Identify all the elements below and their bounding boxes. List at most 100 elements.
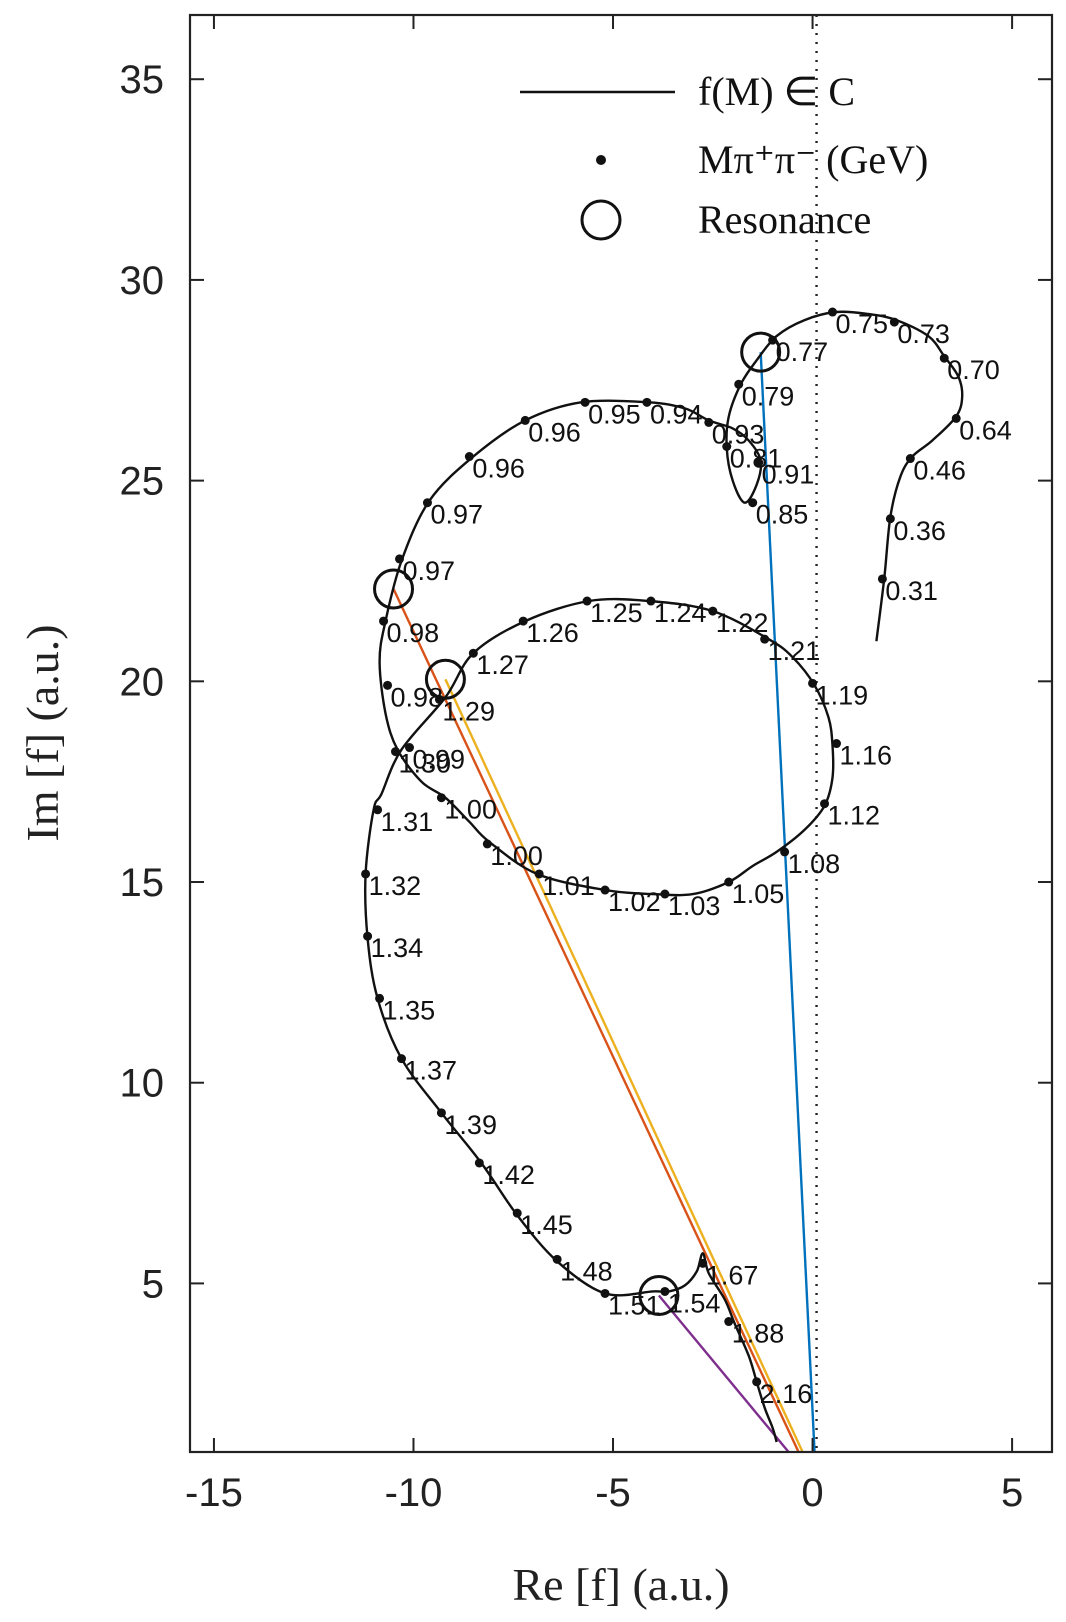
data-point-label: 0.70 xyxy=(947,355,1000,385)
data-point xyxy=(832,739,841,749)
data-point xyxy=(951,413,961,423)
data-point xyxy=(582,596,592,606)
legend-label: Resonance xyxy=(698,197,871,242)
data-point-label: 1.19 xyxy=(816,680,869,710)
data-point-label: 0.98 xyxy=(391,682,444,712)
data-point-label: 1.01 xyxy=(542,871,595,901)
legend-label: Mπ⁺π⁻ (GeV) xyxy=(698,137,928,182)
y-tick-label: 25 xyxy=(120,460,165,504)
y-tick-label: 20 xyxy=(120,660,165,704)
data-point-label: 0.94 xyxy=(650,399,703,429)
axis-ticks: -15 -10 -5 0 5 5 10 15 20 25 30 35 xyxy=(120,15,1052,1515)
data-point xyxy=(436,1108,446,1118)
data-point xyxy=(361,869,371,879)
data-point-label: 0.85 xyxy=(756,500,809,530)
data-point xyxy=(518,616,528,626)
data-point-label: 1.35 xyxy=(383,995,436,1025)
data-point xyxy=(724,1317,734,1327)
x-tick-label: 5 xyxy=(1001,1471,1023,1515)
data-point xyxy=(534,869,544,879)
resonance-marker-1 xyxy=(373,568,415,610)
data-point xyxy=(760,634,770,644)
data-point-label: 1.12 xyxy=(828,801,881,831)
legend-label: f(M) ∈ C xyxy=(698,69,855,114)
data-point xyxy=(512,1208,522,1218)
y-tick-label: 30 xyxy=(120,259,165,303)
data-point xyxy=(780,847,790,857)
legend-dot-swatch xyxy=(596,155,606,165)
resonance-marker-3 xyxy=(638,1274,680,1316)
data-point xyxy=(600,1288,610,1298)
plot-frame xyxy=(188,13,1054,1454)
data-point-label: 0.46 xyxy=(913,456,966,486)
data-point-label: 1.02 xyxy=(608,887,661,917)
data-point-label: 0.81 xyxy=(730,444,783,474)
data-point xyxy=(660,1286,670,1296)
data-point-label: 1.42 xyxy=(482,1160,535,1190)
data-point xyxy=(474,1158,484,1168)
data-point xyxy=(395,554,405,564)
data-point xyxy=(752,1377,762,1387)
data-point xyxy=(889,317,899,327)
data-point-label: 0.98 xyxy=(387,618,440,648)
data-point xyxy=(724,877,734,887)
data-point-label: 0.75 xyxy=(836,309,889,339)
data-point xyxy=(939,353,949,363)
data-point-label: 1.08 xyxy=(788,849,841,879)
data-point xyxy=(391,747,401,757)
resonance-marker-2 xyxy=(424,658,466,700)
data-point-label: 1.30 xyxy=(399,749,452,779)
y-axis-label: Im [f] (a.u.) xyxy=(17,624,68,841)
x-tick-label: -5 xyxy=(595,1471,631,1515)
data-point xyxy=(552,1254,562,1264)
data-point-label: 1.05 xyxy=(732,879,785,909)
legend: f(M) ∈ C Mπ⁺π⁻ (GeV) Resonance xyxy=(520,69,928,242)
data-point xyxy=(754,458,764,468)
data-point-label: 2.16 xyxy=(760,1379,813,1409)
data-point xyxy=(464,452,474,462)
y-tick-label: 35 xyxy=(120,58,165,102)
resonance-markers xyxy=(373,331,782,1316)
data-point xyxy=(580,397,590,407)
data-point xyxy=(383,680,393,690)
data-point-label: 0.73 xyxy=(897,319,950,349)
legend-circle-swatch xyxy=(580,199,622,241)
data-point xyxy=(600,885,610,895)
y-tick-label: 15 xyxy=(120,861,165,905)
data-point xyxy=(379,616,389,626)
data-point xyxy=(877,574,887,584)
data-point-label: 0.99 xyxy=(412,745,465,775)
resonance-lines xyxy=(392,352,816,1453)
resonance-line-2 xyxy=(444,678,804,1453)
data-point-label: 0.95 xyxy=(588,399,641,429)
data-point-label: 1.51 xyxy=(608,1290,661,1320)
data-point-label: 1.34 xyxy=(371,933,424,963)
data-point-label: 1.26 xyxy=(526,618,579,648)
data-point-label: 0.91 xyxy=(762,460,815,490)
plot-area xyxy=(190,15,1052,1452)
x-tick-label: -10 xyxy=(385,1471,443,1515)
data-point xyxy=(708,606,718,616)
data-point xyxy=(808,678,818,688)
data-point-label: 0.96 xyxy=(472,454,525,484)
data-point-label: 1.39 xyxy=(444,1110,497,1140)
data-point xyxy=(734,379,744,389)
data-point xyxy=(828,307,838,317)
data-point xyxy=(698,1258,708,1268)
curve-group xyxy=(364,310,964,1443)
data-point xyxy=(373,805,383,815)
data-point-label: 1.03 xyxy=(668,891,721,921)
data-point xyxy=(704,417,714,427)
data-point xyxy=(375,993,385,1003)
data-point-label: 1.31 xyxy=(381,807,434,837)
curve-line xyxy=(364,310,964,1443)
data-point-label: 1.48 xyxy=(560,1256,613,1286)
data-point-label: 1.27 xyxy=(476,650,529,680)
data-point xyxy=(722,442,732,452)
data-point-label: 1.21 xyxy=(768,636,821,666)
data-point-label: 0.97 xyxy=(430,500,483,530)
data-point-label: 0.79 xyxy=(742,381,795,411)
data-point-label: 0.77 xyxy=(776,337,829,367)
data-point-label: 1.37 xyxy=(405,1056,458,1086)
